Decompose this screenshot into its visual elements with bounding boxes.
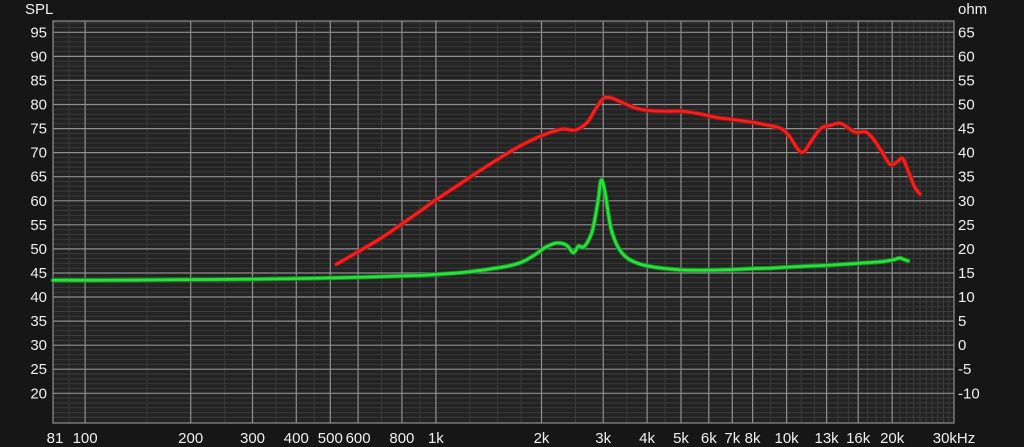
y-right-tick-label: 40 [958, 145, 975, 162]
x-axis-tick-label: 200 [178, 430, 203, 447]
y-right-tick-label: 50 [958, 97, 975, 114]
y-left-tick-label: 40 [30, 289, 47, 306]
x-axis-tick-label: 16k [846, 430, 871, 447]
y-right-tick-label: 35 [958, 169, 975, 186]
y-left-tick-label: 55 [30, 217, 47, 234]
y-right-tick-label: 10 [958, 289, 975, 306]
x-axis-tick-label: 81 [47, 430, 64, 447]
left-axis-title: SPL [25, 1, 53, 18]
x-axis-tick-label: 30kHz [933, 430, 976, 447]
x-axis-tick-label: 400 [284, 430, 309, 447]
x-axis-tick-label: 300 [240, 430, 265, 447]
y-right-tick-label: 30 [958, 193, 975, 210]
x-axis-tick-label: 6k [701, 430, 717, 447]
x-axis-tick-label: 5k [673, 430, 689, 447]
y-left-tick-label: 65 [30, 169, 47, 186]
plot-frame [52, 20, 955, 424]
y-right-tick-label: 5 [958, 313, 966, 330]
y-right-tick-label: 20 [958, 241, 975, 258]
x-axis-tick-label: 20k [880, 430, 905, 447]
x-axis-tick-label: 8k [745, 430, 761, 447]
y-right-tick-label: 45 [958, 121, 975, 138]
x-axis-tick-label: 3k [595, 430, 611, 447]
x-axis-tick-label: 13k [815, 430, 840, 447]
y-right-tick-label: 65 [958, 24, 975, 41]
y-right-tick-label: -10 [958, 385, 980, 402]
y-left-tick-label: 75 [30, 121, 47, 138]
y-left-tick-label: 45 [30, 265, 47, 282]
spl-curve [334, 95, 922, 266]
y-right-tick-label: 60 [958, 48, 975, 65]
x-axis-tick-label: 100 [73, 430, 98, 447]
y-right-tick-label: 55 [958, 72, 975, 89]
y-left-tick-label: 50 [30, 241, 47, 258]
y-right-tick-label: -5 [958, 361, 971, 378]
axis-tick-labels: 81 100 200 300 400 500 600 800 1k 2k 3k 4k 5k 6k 7k 8k 1… [30, 24, 979, 447]
x-axis-tick-label: 10k [775, 430, 800, 447]
y-left-tick-label: 95 [30, 24, 47, 41]
grid-minor-lines [53, 21, 954, 423]
y-right-tick-label: 0 [958, 337, 966, 354]
y-right-tick-label: 15 [958, 265, 975, 282]
y-left-tick-label: 60 [30, 193, 47, 210]
y-left-tick-label: 70 [30, 145, 47, 162]
x-axis-tick-label: 800 [389, 430, 414, 447]
plot-background [53, 21, 954, 423]
y-left-tick-label: 90 [30, 48, 47, 65]
curves [50, 94, 923, 283]
y-right-tick-label: 25 [958, 217, 975, 234]
x-axis-tick-label: 4k [639, 430, 655, 447]
x-axis-tick-label: 500 [318, 430, 343, 447]
right-axis-title: ohm [958, 1, 987, 18]
x-axis-tick-label: 7k [724, 430, 740, 447]
y-left-tick-label: 35 [30, 313, 47, 330]
x-axis-tick-label: 2k [534, 430, 550, 447]
y-left-tick-label: 80 [30, 97, 47, 114]
x-axis-tick-label: 600 [346, 430, 371, 447]
y-left-tick-label: 20 [30, 385, 47, 402]
impedance-curve [51, 178, 910, 282]
y-left-tick-label: 30 [30, 337, 47, 354]
y-left-tick-label: 25 [30, 361, 47, 378]
y-left-tick-label: 85 [30, 72, 47, 89]
x-axis-tick-label: 1k [428, 430, 444, 447]
